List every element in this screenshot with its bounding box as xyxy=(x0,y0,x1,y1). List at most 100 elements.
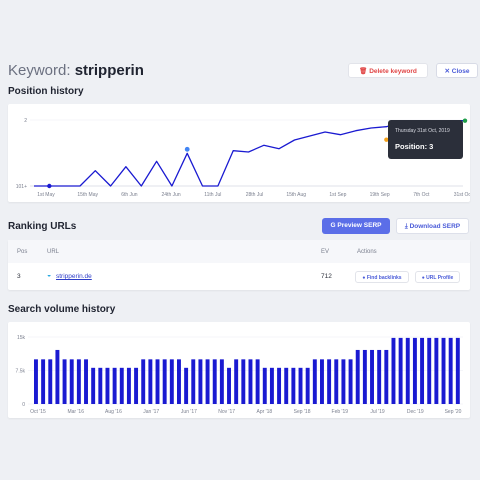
event-marker-icon xyxy=(384,137,389,142)
volume-bar xyxy=(184,367,189,404)
volume-bar xyxy=(241,359,246,404)
column-header-pos: Pos xyxy=(17,249,28,255)
volume-bar xyxy=(320,359,324,404)
volume-bar xyxy=(248,359,253,404)
keyword-prefix: Keyword: xyxy=(8,62,71,79)
volume-bar xyxy=(234,359,239,404)
y-tick-label: 15k xyxy=(17,335,26,341)
volume-bar xyxy=(126,367,131,404)
row-url-link[interactable]: stripperin.de xyxy=(56,273,92,280)
volume-bar xyxy=(205,359,210,404)
position-tooltip: Thursday 31st Oct, 2019 Position: 3 xyxy=(388,120,463,159)
x-tick-label: 11th Jul xyxy=(204,192,221,198)
delete-keyword-label: Delete keyword xyxy=(369,68,417,75)
start-point-marker xyxy=(47,183,52,189)
volume-bar xyxy=(41,359,46,404)
volume-bar xyxy=(334,359,339,404)
volume-bar xyxy=(198,359,203,404)
volume-bar xyxy=(427,337,432,404)
volume-bar xyxy=(355,349,360,404)
x-tick-label: Jul '19 xyxy=(370,409,385,415)
volume-bar xyxy=(305,367,310,404)
x-tick-label: Dec '19 xyxy=(407,409,424,415)
volume-bar xyxy=(162,359,167,404)
volume-bar xyxy=(448,337,453,404)
url-profile-button[interactable]: ● URL Profile xyxy=(415,271,460,283)
download-serp-label: Download SERP xyxy=(409,223,461,230)
row-position: 3 xyxy=(17,273,21,280)
volume-bar xyxy=(155,359,160,404)
volume-bar xyxy=(227,367,231,404)
volume-bar xyxy=(105,367,110,404)
volume-bar xyxy=(312,359,317,404)
preview-serp-label: Preview SERP xyxy=(337,222,382,229)
trash-icon: 🗑 xyxy=(359,68,368,75)
y-tick-label: 101+ xyxy=(16,184,27,190)
search-volume-title: Search volume history xyxy=(8,304,116,315)
find-backlinks-button[interactable]: ● Find backlinks xyxy=(355,271,409,283)
volume-bar xyxy=(112,367,117,404)
volume-bar xyxy=(48,359,53,404)
volume-bar xyxy=(298,367,303,404)
volume-bar xyxy=(76,359,81,404)
volume-bar xyxy=(391,337,396,404)
column-header-actions: Actions xyxy=(357,249,377,255)
volume-bar xyxy=(405,337,410,404)
download-serp-button[interactable]: ⤓ Download SERP xyxy=(396,218,469,234)
volume-bar xyxy=(434,337,439,404)
volume-bar xyxy=(362,349,367,404)
profile-icon: ● xyxy=(421,275,425,281)
x-tick-label: 19th Sep xyxy=(370,192,390,198)
volume-bar xyxy=(91,367,96,404)
volume-bar xyxy=(219,359,224,404)
x-tick-label: 6th Jun xyxy=(121,192,138,198)
position-history-title: Position history xyxy=(8,86,84,97)
tooltip-position: Position: 3 xyxy=(395,142,434,151)
volume-bar xyxy=(84,359,88,404)
delete-keyword-button[interactable]: 🗑 Delete keyword xyxy=(348,63,428,78)
x-tick-label: 1st Sep xyxy=(329,192,346,198)
page-header: Keyword: stripperin 🗑 Delete keyword ✕ C… xyxy=(8,62,478,82)
volume-bar xyxy=(262,367,267,404)
close-button[interactable]: ✕ Close xyxy=(436,63,478,78)
close-icon: ✕ xyxy=(444,68,450,75)
volume-bar xyxy=(212,359,217,404)
x-tick-label: 28th Jul xyxy=(246,192,264,198)
volume-bar xyxy=(69,359,74,404)
favicon-icon: ◒ xyxy=(47,272,52,279)
volume-bar xyxy=(34,359,38,404)
x-tick-label: 24th Jun xyxy=(162,192,181,198)
volume-bar xyxy=(348,359,353,404)
row-ev: 712 xyxy=(321,273,332,280)
table-header: Pos URL EV Actions xyxy=(8,240,470,263)
x-tick-label: Feb '19 xyxy=(332,409,349,415)
x-tick-label: 15th May xyxy=(77,192,98,198)
end-point-marker xyxy=(462,118,468,123)
x-tick-label: 31st Oct xyxy=(454,192,470,198)
volume-bar xyxy=(177,359,181,404)
keyword-value: stripperin xyxy=(74,62,144,79)
google-update-icon xyxy=(184,146,190,152)
x-tick-label: Oct '15 xyxy=(30,409,46,415)
volume-bar xyxy=(98,367,103,404)
volume-bar xyxy=(141,359,146,404)
volume-bar xyxy=(62,359,67,404)
table-row: 3 ◒ stripperin.de 712 ● Find backlinks ●… xyxy=(8,263,470,289)
download-icon: ⤓ xyxy=(404,223,408,230)
preview-serp-button[interactable]: G Preview SERP xyxy=(322,218,390,234)
google-icon: G xyxy=(330,222,336,229)
volume-bar xyxy=(169,359,174,404)
volume-bar xyxy=(455,337,460,404)
x-tick-label: Jan '17 xyxy=(143,409,159,415)
link-icon: ● xyxy=(362,275,366,281)
volume-bar xyxy=(277,367,282,404)
volume-bar xyxy=(284,367,289,404)
x-tick-label: Sep '18 xyxy=(294,409,311,415)
volume-bar xyxy=(119,367,124,404)
tooltip-date: Thursday 31st Oct, 2019 xyxy=(395,128,450,134)
volume-bar xyxy=(191,359,196,404)
volume-bar xyxy=(327,359,332,404)
x-tick-label: Apr '18 xyxy=(257,409,273,415)
volume-bar xyxy=(370,349,374,404)
volume-bar xyxy=(412,337,417,404)
